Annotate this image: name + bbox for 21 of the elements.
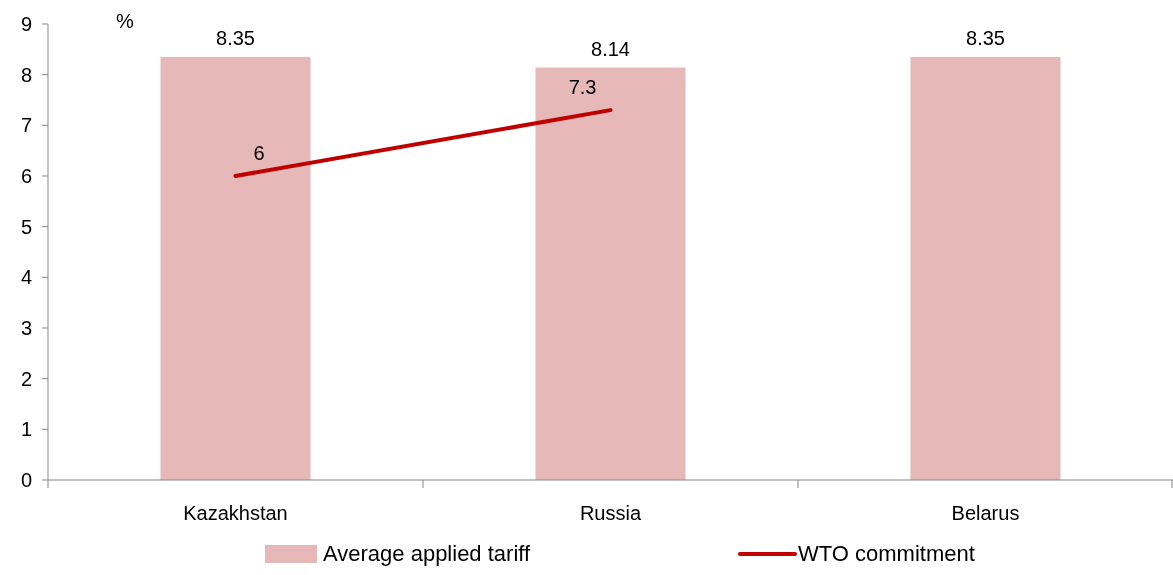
data-label: 8.35: [966, 26, 1005, 49]
y-tick-label: 2: [20, 367, 32, 390]
y-tick-label: 5: [20, 215, 32, 238]
x-tick-label: Belarus: [951, 502, 1020, 524]
data-label: 8.14: [591, 37, 630, 60]
y-tick-label: 0: [20, 469, 32, 491]
data-label: 6: [253, 142, 265, 164]
legend-label: WTO commitment: [798, 541, 975, 566]
x-tick-label: Kazakhstan: [183, 502, 288, 524]
data-label: 8.35: [216, 26, 255, 49]
y-tick-label: 7: [20, 114, 32, 137]
y-tick-label: 1: [20, 418, 32, 441]
y-tick-label: 8: [20, 63, 32, 86]
y-tick-label: 9: [20, 13, 32, 35]
y-tick-label: 4: [20, 266, 32, 289]
legend-label: Average applied tariff: [323, 541, 531, 566]
y-tick-label: 3: [20, 317, 32, 339]
x-tick-label: Russia: [579, 502, 642, 524]
y-tick-label: 6: [20, 165, 32, 187]
y-axis-title: %: [116, 10, 135, 32]
data-label: 7.3: [568, 76, 597, 99]
